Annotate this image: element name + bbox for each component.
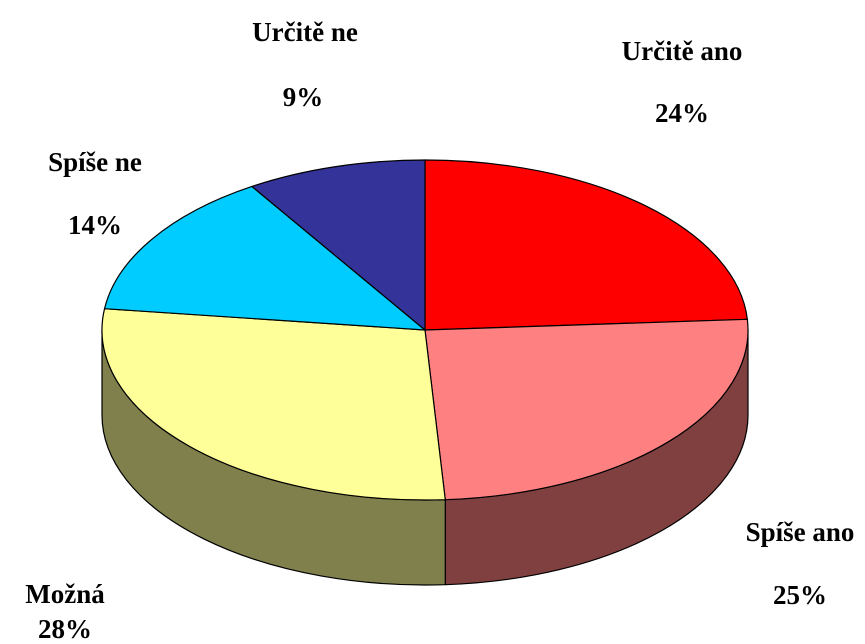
pie-slice (424, 159, 748, 331)
pie-slice (424, 318, 749, 501)
slice-label: Spíše ano (746, 517, 855, 547)
slice-value-label: 24% (655, 98, 709, 128)
pie-slice (101, 308, 446, 501)
slice-label: Určitě ne (252, 17, 358, 47)
slice-label: Určitě ano (622, 36, 743, 66)
slice-value-label: 14% (68, 210, 122, 240)
slice-value-label: 28% (38, 614, 92, 644)
slice-label: Možná (25, 579, 105, 609)
pie-slice (103, 185, 426, 331)
slice-label: Spíše ne (48, 147, 142, 177)
pie-slice (251, 159, 426, 331)
slice-value-label: 9% (283, 82, 324, 112)
slice-value-label: 25% (773, 580, 827, 610)
